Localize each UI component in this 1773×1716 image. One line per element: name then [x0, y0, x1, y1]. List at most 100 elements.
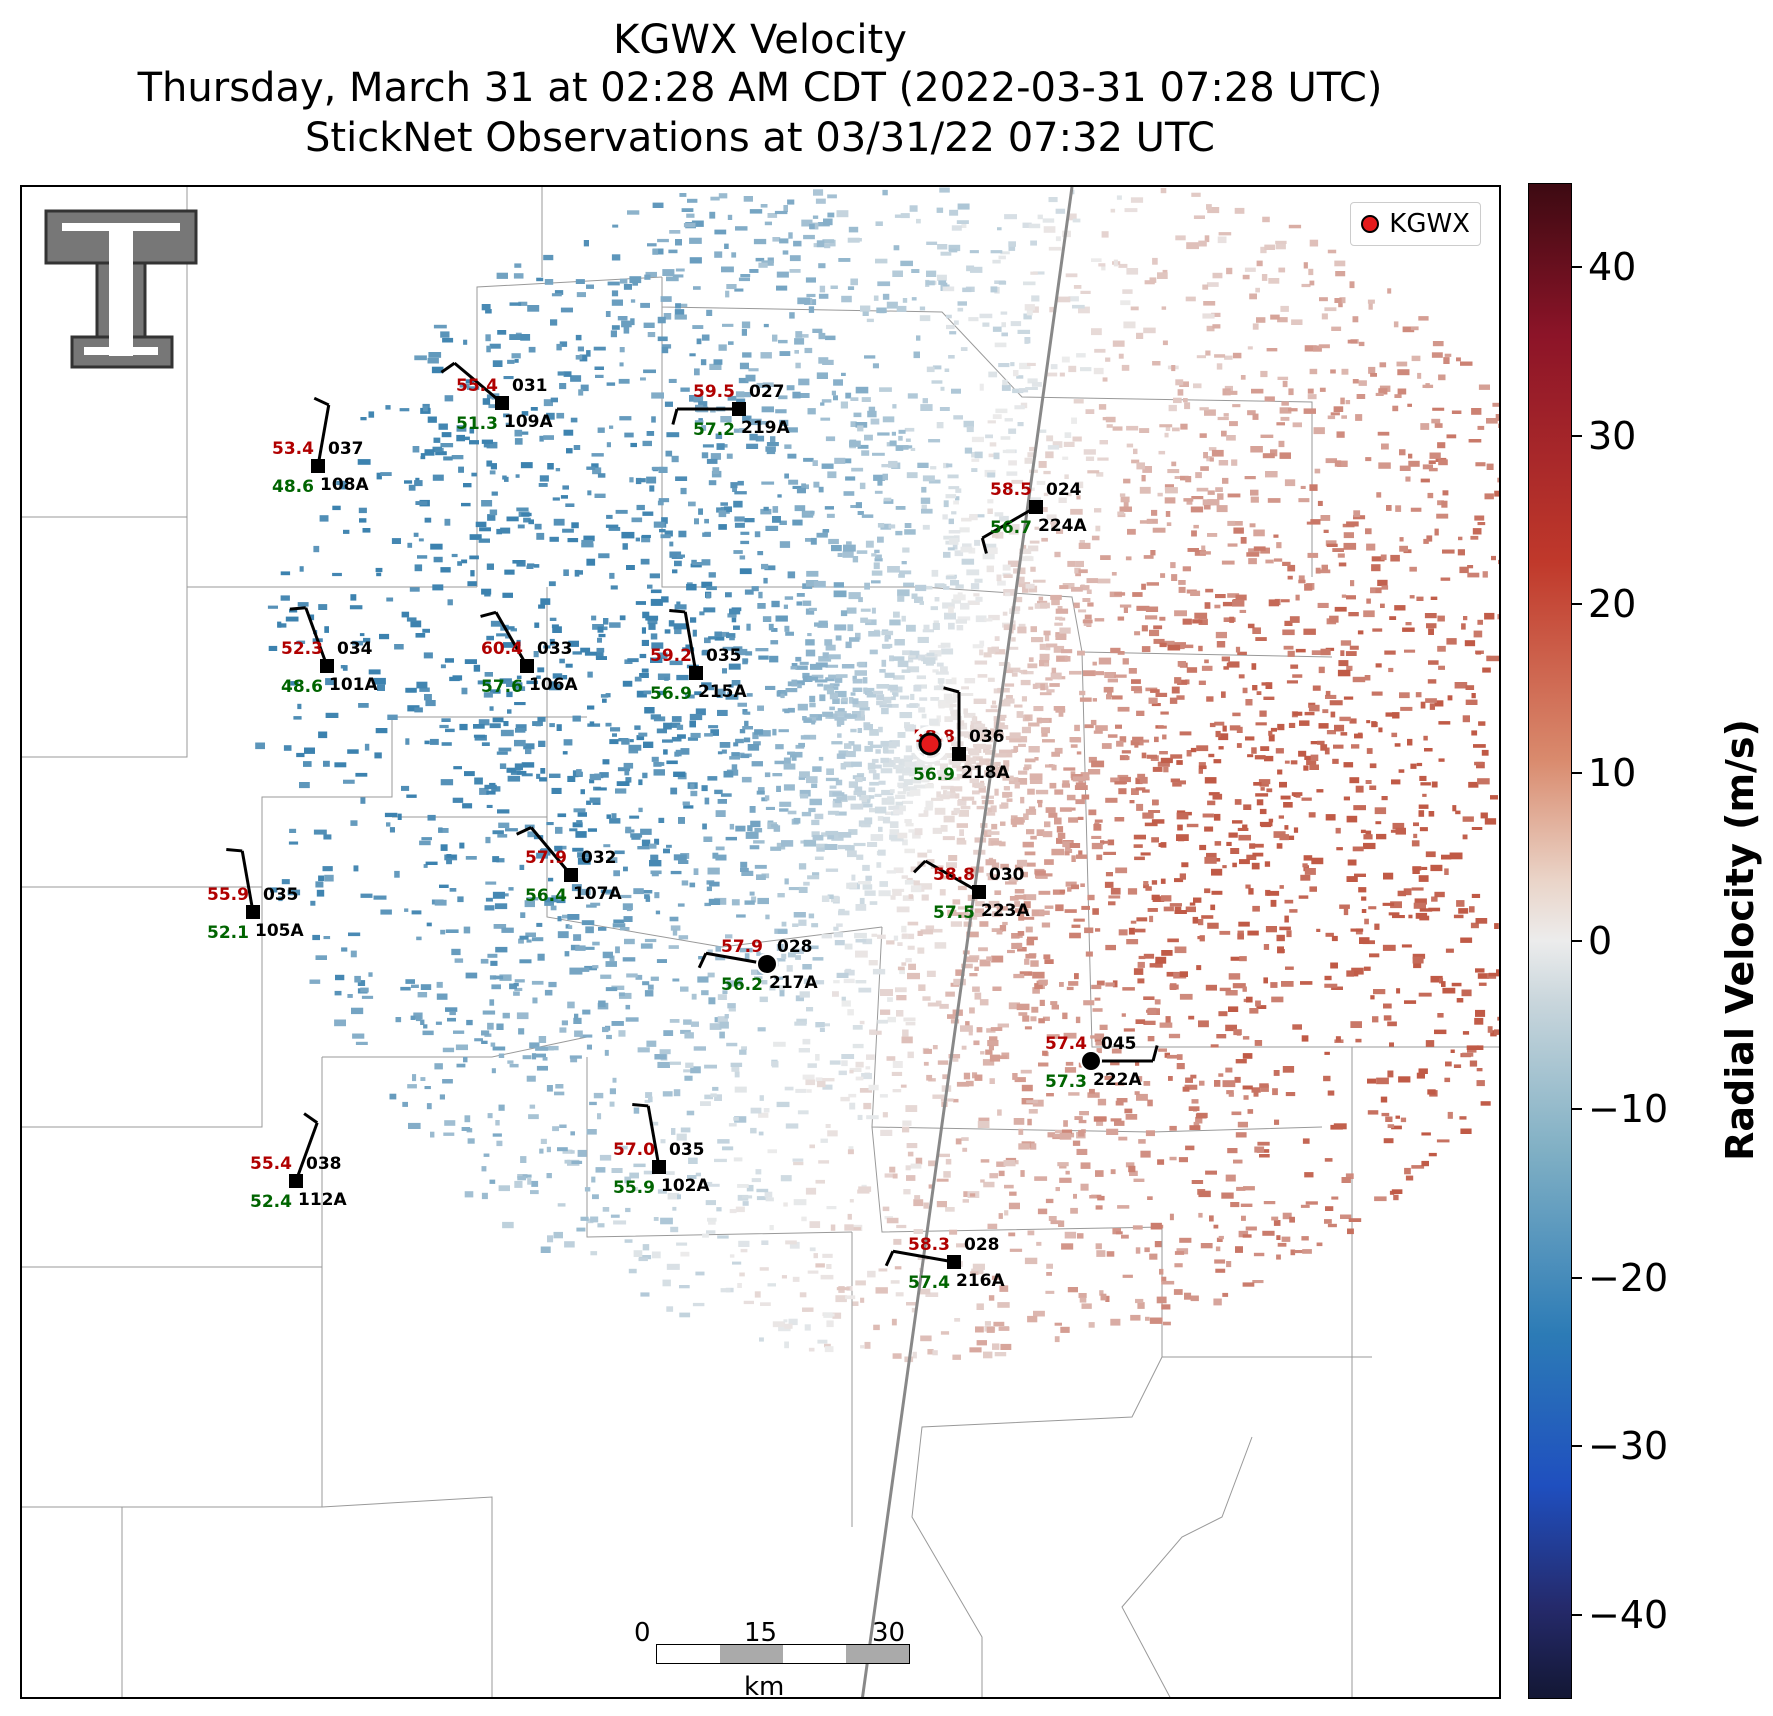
- velocity-gate: [1268, 278, 1280, 284]
- velocity-gate: [911, 297, 917, 301]
- velocity-gate: [1085, 456, 1095, 461]
- velocity-gate: [1471, 827, 1483, 830]
- velocity-gate: [952, 899, 961, 905]
- velocity-gate: [703, 1181, 713, 1187]
- velocity-gate: [669, 541, 674, 547]
- velocity-gate: [1460, 1128, 1472, 1134]
- velocity-gate: [1071, 417, 1077, 424]
- velocity-gate: [1078, 1293, 1087, 1298]
- velocity-gate: [1046, 1034, 1059, 1039]
- velocity-gate: [1207, 499, 1220, 506]
- velocity-gate: [1299, 720, 1310, 726]
- velocity-gate: [826, 688, 834, 695]
- velocity-gate: [1088, 769, 1101, 775]
- velocity-gate: [653, 248, 664, 255]
- velocity-gate: [1275, 243, 1286, 250]
- velocity-gate: [869, 901, 878, 905]
- velocity-gate: [979, 383, 984, 391]
- velocity-gate: [459, 723, 468, 731]
- velocity-gate: [1144, 822, 1158, 827]
- velocity-gate: [1444, 1077, 1451, 1083]
- velocity-gate: [1147, 908, 1158, 912]
- velocity-gate: [323, 760, 330, 767]
- velocity-gate: [424, 694, 432, 701]
- velocity-gate: [1126, 939, 1139, 945]
- velocity-gate: [580, 647, 591, 653]
- velocity-gate: [644, 894, 650, 899]
- velocity-gate: [707, 867, 720, 875]
- velocity-gate: [1208, 753, 1215, 758]
- velocity-gate: [858, 597, 863, 603]
- velocity-gate: [847, 624, 854, 632]
- velocity-gate: [1320, 648, 1331, 656]
- velocity-gate: [676, 1133, 687, 1141]
- velocity-gate: [481, 1030, 490, 1036]
- velocity-gate: [1365, 457, 1372, 462]
- velocity-gate: [955, 584, 964, 589]
- velocity-gate: [1110, 887, 1121, 895]
- velocity-gate: [901, 925, 907, 933]
- velocity-gate: [1043, 492, 1049, 497]
- velocity-gate: [525, 932, 536, 937]
- velocity-gate: [1436, 1139, 1450, 1143]
- velocity-gate: [539, 848, 551, 856]
- velocity-gate: [404, 908, 409, 912]
- velocity-gate: [770, 640, 779, 645]
- velocity-gate: [1010, 818, 1024, 825]
- velocity-gate: [1032, 683, 1038, 689]
- velocity-gate: [1248, 558, 1257, 565]
- velocity-gate: [700, 359, 707, 366]
- velocity-gate: [855, 1061, 864, 1068]
- velocity-gate: [612, 733, 617, 737]
- velocity-gate: [628, 744, 642, 751]
- velocity-gate: [718, 510, 727, 518]
- station-temperature: 60.4: [481, 639, 523, 659]
- velocity-gate: [1222, 1080, 1236, 1088]
- velocity-gate: [1206, 282, 1219, 287]
- velocity-gate: [825, 868, 839, 872]
- velocity-gate: [889, 829, 900, 835]
- velocity-gate: [879, 1094, 888, 1098]
- velocity-gate: [576, 769, 582, 776]
- velocity-gate: [1033, 1310, 1045, 1317]
- velocity-gate: [1007, 949, 1015, 954]
- velocity-gate: [769, 655, 779, 663]
- velocity-gate: [1408, 914, 1413, 919]
- velocity-gate: [1496, 969, 1499, 977]
- velocity-gate: [1443, 357, 1450, 364]
- velocity-gate: [795, 1088, 807, 1093]
- velocity-gate: [791, 663, 798, 668]
- velocity-gate: [829, 692, 838, 700]
- velocity-gate: [1074, 785, 1088, 790]
- radar-map[interactable]: 55.4 031 51.3 109A 59.5 027 57.2 219A 53.4 037 48.…: [20, 185, 1501, 1699]
- velocity-gate: [804, 1324, 811, 1331]
- velocity-gate: [879, 669, 886, 673]
- velocity-gate: [496, 1023, 504, 1030]
- velocity-gate: [799, 771, 810, 778]
- velocity-gate: [983, 1181, 995, 1188]
- velocity-gate: [503, 376, 514, 380]
- velocity-gate: [318, 731, 328, 739]
- velocity-gate: [959, 829, 964, 836]
- velocity-gate: [722, 323, 734, 327]
- velocity-gate: [872, 968, 886, 975]
- velocity-gate: [507, 1060, 514, 1064]
- velocity-gate: [789, 269, 801, 273]
- velocity-gate: [1404, 1167, 1411, 1175]
- velocity-gate: [629, 815, 640, 819]
- velocity-gate: [735, 825, 746, 832]
- velocity-gate: [384, 812, 398, 818]
- velocity-gate: [983, 744, 992, 750]
